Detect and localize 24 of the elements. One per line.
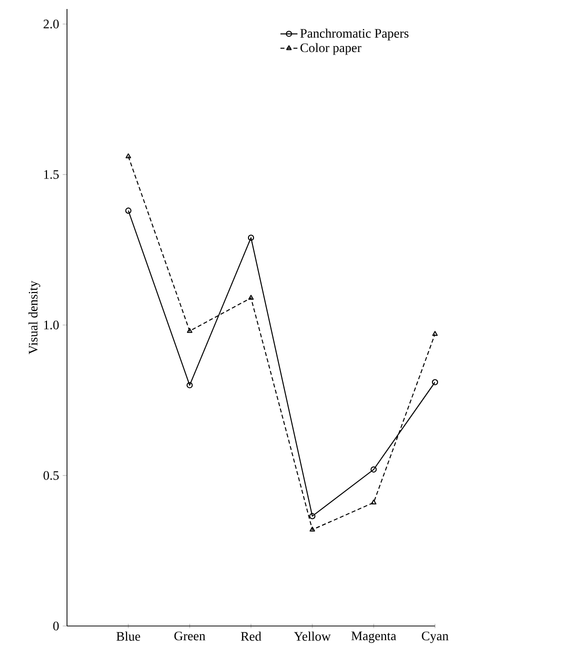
- y-tick-label: 0: [53, 622, 59, 630]
- point: [310, 526, 316, 532]
- y-axis-title: Visual density: [28, 280, 40, 354]
- x-tick-label: Magenta: [351, 632, 396, 643]
- legend-label: Color paper: [300, 43, 362, 55]
- point: [248, 234, 254, 241]
- x-tick-label: Green: [174, 632, 206, 640]
- point: [186, 328, 192, 333]
- point: [432, 330, 438, 336]
- x-tick-label: Red: [240, 632, 262, 641]
- x-tick-label: Blue: [116, 632, 140, 641]
- y-tick-label: 0.5: [44, 471, 59, 480]
- y-tick-label: 1.5: [44, 170, 59, 179]
- point: [309, 513, 316, 520]
- point: [248, 294, 254, 300]
- point: [370, 500, 376, 504]
- legend-label: Panchromatic Papers: [300, 28, 408, 40]
- point: [186, 382, 193, 388]
- y-tick-label: 2.0: [44, 20, 59, 28]
- y-tick-label: 1.0: [44, 320, 59, 330]
- point: [126, 153, 132, 158]
- x-tick-label: Cyan: [422, 632, 448, 644]
- point: [370, 466, 377, 473]
- x-tick-label: Yellow: [294, 632, 331, 641]
